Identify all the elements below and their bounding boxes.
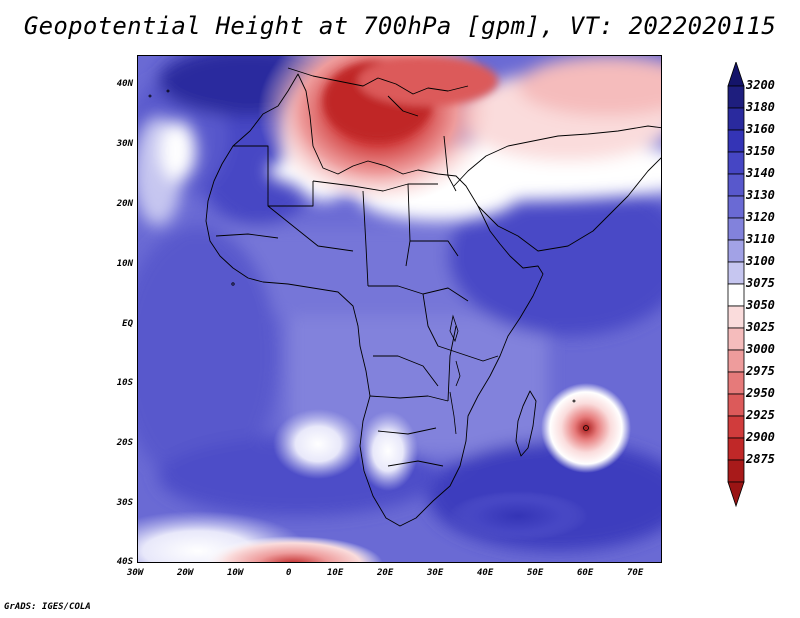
lon-label-10e: 10E	[327, 568, 344, 578]
colorbar-swatch	[727, 283, 745, 307]
lon-label-40e: 40E	[477, 568, 494, 578]
colorbar	[722, 60, 792, 566]
colorbar-level-label: 3100	[746, 254, 775, 268]
colorbar-level-label: 3025	[746, 320, 775, 334]
lat-label-eq: EQ	[122, 319, 133, 329]
colorbar-level-label: 3130	[746, 188, 775, 202]
colorbar-level-label: 3050	[746, 298, 775, 312]
lon-label-60e: 60E	[577, 568, 594, 578]
map-panel	[137, 55, 662, 563]
colorbar-level-label: 3120	[746, 210, 775, 224]
lat-label-10n: 10N	[116, 259, 133, 269]
colorbar-level-label: 2950	[746, 386, 775, 400]
colorbar-level-label: 2875	[746, 452, 775, 466]
colorbar-swatch	[727, 129, 745, 153]
colorbar-bottom-arrow	[727, 481, 745, 508]
lat-label-40n: 40N	[116, 79, 133, 89]
geopotential-field-map	[138, 56, 661, 562]
lon-label-30e: 30E	[427, 568, 444, 578]
colorbar-level-label: 2975	[746, 364, 775, 378]
colorbar-level-label: 3150	[746, 144, 775, 158]
colorbar-swatch	[727, 393, 745, 417]
colorbar-level-label: 3200	[746, 78, 775, 92]
colorbar-swatch	[727, 217, 745, 241]
colorbar-swatch	[727, 459, 745, 483]
colorbar-level-label: 3180	[746, 100, 775, 114]
colorbar-swatch	[727, 239, 745, 263]
colorbar-top-arrow	[727, 60, 745, 87]
colorbar-level-label: 3140	[746, 166, 775, 180]
colorbar-swatch	[727, 107, 745, 131]
lat-label-20n: 20N	[116, 199, 133, 209]
lat-label-30n: 30N	[116, 139, 133, 149]
lat-label-40s: 40S	[116, 557, 133, 567]
lon-label-30w: 30W	[127, 568, 144, 578]
colorbar-swatch	[727, 173, 745, 197]
plot-title: Geopotential Height at 700hPa [gpm], VT:…	[23, 12, 777, 40]
lon-label-20e: 20E	[377, 568, 394, 578]
colorbar-level-label: 3160	[746, 122, 775, 136]
colorbar-swatch	[727, 195, 745, 219]
colorbar-level-label: 3110	[746, 232, 775, 246]
colorbar-scale	[727, 60, 745, 508]
colorbar-swatch	[727, 415, 745, 439]
colorbar-swatch	[727, 261, 745, 285]
colorbar-level-label: 2925	[746, 408, 775, 422]
lat-label-20s: 20S	[116, 438, 133, 448]
lon-label-10w: 10W	[227, 568, 244, 578]
colorbar-level-label: 2900	[746, 430, 775, 444]
lat-label-10s: 10S	[116, 378, 133, 388]
colorbar-swatch	[727, 151, 745, 175]
colorbar-level-label: 3000	[746, 342, 775, 356]
grads-credit: GrADS: IGES/COLA	[4, 602, 91, 612]
colorbar-swatch	[727, 349, 745, 373]
colorbar-swatch	[727, 371, 745, 395]
colorbar-swatch	[727, 85, 745, 109]
lat-label-30s: 30S	[116, 498, 133, 508]
colorbar-swatch	[727, 327, 745, 351]
lon-label-70e: 70E	[627, 568, 644, 578]
colorbar-level-label: 3075	[746, 276, 775, 290]
colorbar-swatch	[727, 437, 745, 461]
lon-label-0: 0	[286, 568, 292, 578]
colorbar-swatch	[727, 305, 745, 329]
lon-label-50e: 50E	[527, 568, 544, 578]
lon-label-20w: 20W	[177, 568, 194, 578]
